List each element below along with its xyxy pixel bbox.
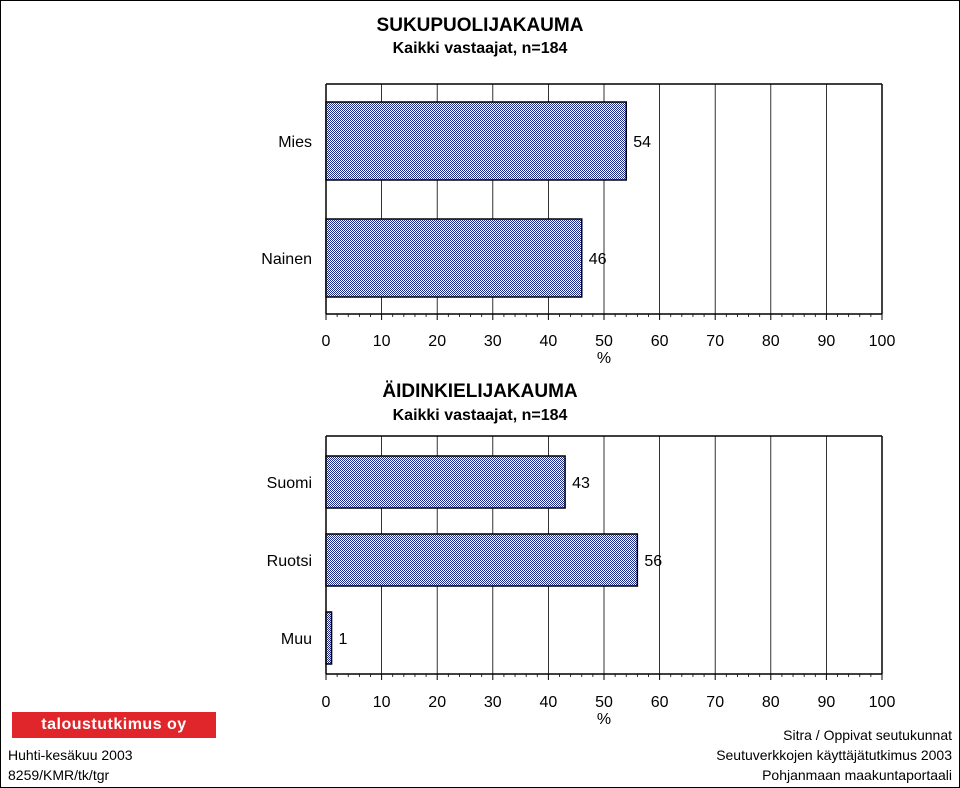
chart-1-bar bbox=[325, 611, 333, 665]
chart-0-bar bbox=[325, 218, 583, 298]
chart-1-title: ÄIDINKIELIJAKAUMA bbox=[382, 381, 578, 402]
footer-client: Sitra / Oppivat seutukunnat bbox=[783, 727, 952, 743]
chart-1-x-tick-label: 100 bbox=[869, 694, 896, 711]
chart-1-data-label: 56 bbox=[644, 553, 662, 570]
chart-0-category-label: Mies bbox=[278, 134, 312, 151]
chart-1-category-label: Ruotsi bbox=[267, 553, 312, 570]
chart-1-x-tick-label: 10 bbox=[373, 694, 391, 711]
chart-1-x-tick-label: 50 bbox=[595, 694, 613, 711]
chart-0-x-tick-label: 70 bbox=[706, 333, 724, 350]
chart-0-x-tick-label: 30 bbox=[484, 333, 502, 350]
footer-date: Huhti-kesäkuu 2003 bbox=[8, 747, 133, 763]
chart-1-x-tick-label: 60 bbox=[651, 694, 669, 711]
company-logo: taloustutkimus oy bbox=[12, 712, 216, 738]
chart-0-data-label: 54 bbox=[633, 134, 651, 151]
chart-0-x-tick-label: 60 bbox=[651, 333, 669, 350]
chart-1-x-tick-label: 0 bbox=[322, 694, 331, 711]
chart-1-x-tick-label: 80 bbox=[762, 694, 780, 711]
chart-0-data-label: 46 bbox=[589, 251, 607, 268]
chart-0-category-label: Nainen bbox=[261, 251, 312, 268]
chart-1-x-tick-label: 70 bbox=[706, 694, 724, 711]
footer-study: Seutuverkkojen käyttäjätutkimus 2003 bbox=[716, 747, 952, 763]
chart-1-data-label: 43 bbox=[572, 475, 590, 492]
chart-1-x-axis-label: % bbox=[597, 711, 611, 728]
footer-reference: 8259/KMR/tk/tgr bbox=[8, 767, 110, 783]
chart-1-x-tick-label: 30 bbox=[484, 694, 502, 711]
chart-0-x-axis-label: % bbox=[597, 350, 611, 367]
chart-0-x-tick-label: 10 bbox=[373, 333, 391, 350]
chart-1-category-label: Muu bbox=[281, 631, 312, 648]
chart-1-category-label: Suomi bbox=[267, 475, 312, 492]
chart-0-x-tick-label: 0 bbox=[322, 333, 331, 350]
chart-0-bar bbox=[325, 101, 627, 181]
chart-1-x-tick-label: 20 bbox=[428, 694, 446, 711]
chart-1-subtitle: Kaikki vastaajat, n=184 bbox=[393, 407, 568, 424]
chart-0-subtitle: Kaikki vastaajat, n=184 bbox=[393, 40, 568, 57]
chart-0-x-tick-label: 50 bbox=[595, 333, 613, 350]
chart-0-x-tick-label: 20 bbox=[428, 333, 446, 350]
chart-0-x-tick-label: 40 bbox=[540, 333, 558, 350]
footer-region: Pohjanmaan maakuntaportaali bbox=[762, 767, 952, 783]
chart-1-bar bbox=[325, 455, 566, 509]
chart-0-x-tick-label: 90 bbox=[818, 333, 836, 350]
chart-1-x-tick-label: 40 bbox=[540, 694, 558, 711]
chart-1-x-tick-label: 90 bbox=[818, 694, 836, 711]
chart-1-data-label: 1 bbox=[339, 631, 348, 648]
chart-0-x-tick-label: 100 bbox=[869, 333, 896, 350]
chart-1-bar bbox=[325, 533, 639, 587]
chart-0-x-tick-label: 80 bbox=[762, 333, 780, 350]
chart-0-title: SUKUPUOLIJAKAUMA bbox=[377, 15, 584, 36]
